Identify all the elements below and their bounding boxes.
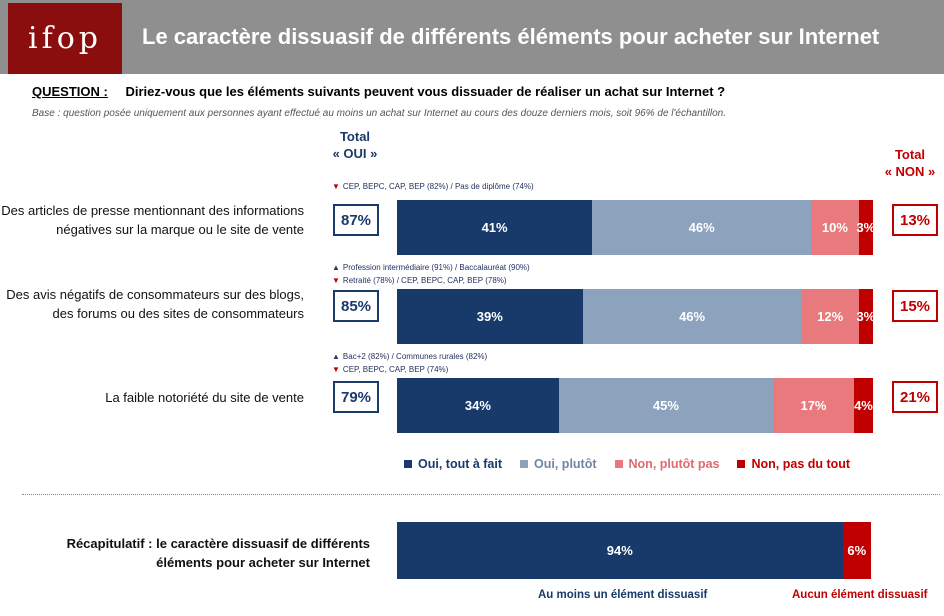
legend-swatch (737, 460, 746, 468)
total-oui-value: 87% (333, 204, 379, 236)
total-non-value: 21% (892, 381, 938, 413)
triangle-up-icon: ▲ (332, 352, 340, 361)
legend-label: Oui, plutôt (534, 457, 597, 471)
total-non-line1: Total (894, 147, 926, 162)
row-label: La faible notoriété du site de vente (105, 390, 304, 405)
subgroup-note: ▼ CEP, BEPC, CAP, BEP (74%) (332, 365, 448, 374)
bar-segment: 10% (811, 200, 859, 255)
bar-segment: 45% (558, 378, 774, 433)
total-oui-header: Total « OUI » (320, 128, 390, 162)
subgroup-note-text: CEP, BEPC, CAP, BEP (74%) (342, 365, 449, 374)
legend-label: Oui, tout à fait (418, 457, 503, 471)
subgroup-note-text: Bac+2 (82%) / Communes rurales (82%) (342, 352, 488, 361)
bar-segment: 3% (856, 289, 875, 344)
total-non-header: Total « NON » (872, 146, 944, 180)
legend-item: Oui, tout à fait (404, 457, 502, 471)
row-label: Des avis négatifs de consommateurs sur d… (6, 287, 304, 321)
subgroup-note: ▼ Retraité (78%) / CEP, BEPC, CAP, BEP (7… (332, 276, 507, 285)
bar-segment: 17% (773, 378, 854, 433)
recap-bar-segment: 94% (397, 522, 843, 579)
total-non-value: 15% (892, 290, 938, 322)
bar-segment: 41% (397, 200, 593, 255)
total-oui-line1: Total (339, 129, 371, 144)
question: QUESTION : Diriez-vous que les éléments … (32, 84, 725, 99)
bar-segment: 4% (853, 378, 873, 433)
legend-swatch (614, 460, 623, 468)
bar-segment: 3% (856, 200, 875, 255)
subgroup-note-text: CEP, BEPC, CAP, BEP (82%) / Pas de diplô… (342, 182, 534, 191)
legend-swatch (520, 460, 529, 468)
legend-item: Oui, plutôt (520, 457, 597, 471)
recap-label: Récapitulatif : le caractère dissuasif d… (66, 536, 370, 570)
question-text: Diriez-vous que les éléments suivants pe… (125, 84, 726, 99)
legend-label: Non, plutôt pas (628, 457, 720, 471)
page-title: Le caractère dissuasif de différents élé… (142, 24, 880, 49)
base-note: Base : question posée uniquement aux per… (32, 108, 727, 119)
chart-legend: Oui, tout à fait Oui, plutôt Non, plutôt… (404, 457, 850, 471)
legend-item: Non, pas du tout (737, 457, 850, 471)
triangle-down-icon: ▼ (332, 182, 340, 191)
ifop-logo: ifop (8, 3, 122, 74)
total-oui-value: 79% (333, 381, 379, 413)
total-non-value: 13% (892, 204, 938, 236)
subgroup-note-text: Profession intermédiaire (91%) / Baccala… (342, 263, 530, 272)
bar-segment: 46% (592, 200, 812, 255)
subgroup-note: ▼ CEP, BEPC, CAP, BEP (82%) / Pas de dipl… (332, 182, 534, 191)
bar-segment: 39% (397, 289, 583, 344)
total-non-line2: « NON » (884, 164, 936, 179)
legend-swatch (404, 460, 412, 468)
triangle-down-icon: ▼ (332, 276, 340, 285)
bar-segment: 46% (582, 289, 802, 344)
subgroup-note: ▲ Profession intermédiaire (91%) / Baccal… (332, 263, 530, 272)
recap-bar-segment: 6% (842, 522, 871, 579)
row-label: Des articles de presse mentionnant des i… (1, 203, 304, 237)
recap-caption-oui: Au moins un élément dissuasif (538, 589, 708, 601)
triangle-down-icon: ▼ (332, 365, 340, 374)
total-oui-line2: « OUI » (332, 146, 378, 161)
bar-segment: 12% (801, 289, 859, 344)
legend-item: Non, plutôt pas (614, 457, 720, 471)
subgroup-note: ▲ Bac+2 (82%) / Communes rurales (82%) (332, 352, 487, 361)
recap-caption-non: Aucun élément dissuasif (792, 589, 928, 601)
bar-segment: 34% (397, 378, 559, 433)
total-oui-value: 85% (333, 290, 379, 322)
question-label: QUESTION : (32, 84, 108, 99)
triangle-up-icon: ▲ (332, 263, 340, 272)
section-divider (22, 494, 940, 495)
subgroup-note-text: Retraité (78%) / CEP, BEPC, CAP, BEP (78… (342, 276, 507, 285)
legend-label: Non, pas du tout (751, 457, 851, 471)
header-bar: ifop Le caractère dissuasif de différent… (0, 0, 944, 74)
